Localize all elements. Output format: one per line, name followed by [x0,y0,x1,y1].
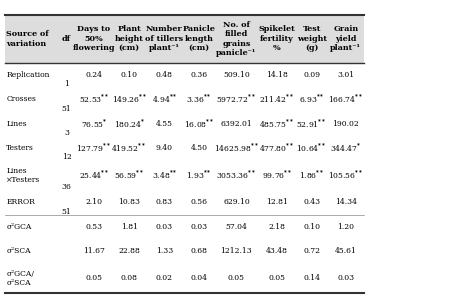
Text: 0.43: 0.43 [303,198,320,206]
Text: 509.10: 509.10 [223,71,250,79]
Text: 166.74$^{\mathbf{**}}$: 166.74$^{\mathbf{**}}$ [328,93,363,105]
Text: 52.53$^{\mathbf{**}}$: 52.53$^{\mathbf{**}}$ [79,93,109,105]
Text: 1.86$^{\mathbf{**}}$: 1.86$^{\mathbf{**}}$ [299,169,324,181]
Text: Lines
×Testers: Lines ×Testers [6,167,41,184]
Text: 43.48: 43.48 [266,247,288,255]
Text: 0.10: 0.10 [120,71,138,79]
Text: Lines: Lines [6,120,27,128]
Text: 12: 12 [62,153,71,161]
Text: 0.56: 0.56 [191,198,207,206]
Text: 4.94$^{\mathbf{**}}$: 4.94$^{\mathbf{**}}$ [152,93,177,105]
Text: 5972.72$^{\mathbf{**}}$: 5972.72$^{\mathbf{**}}$ [217,93,256,105]
Text: 2.18: 2.18 [268,223,285,231]
Text: Test
weight
(g): Test weight (g) [297,25,327,52]
Text: Replication: Replication [6,71,50,79]
Text: 4.55: 4.55 [156,120,173,128]
Text: Number
of tillers
plant⁻¹: Number of tillers plant⁻¹ [145,25,184,52]
Text: 36: 36 [61,183,71,191]
Text: σ²SCA: σ²SCA [6,247,31,255]
Text: 14.18: 14.18 [266,71,288,79]
Text: 16.08$^{\mathbf{**}}$: 16.08$^{\mathbf{**}}$ [184,118,214,130]
Text: 477.80$^{\mathbf{**}}$: 477.80$^{\mathbf{**}}$ [259,142,294,154]
Text: 1.93$^{\mathbf{**}}$: 1.93$^{\mathbf{**}}$ [186,169,212,181]
Text: σ²GCA/
σ²SCA: σ²GCA/ σ²SCA [6,270,34,287]
Text: 180.24$^{\mathbf{*}}$: 180.24$^{\mathbf{*}}$ [114,118,145,130]
Text: 3: 3 [64,129,69,137]
Text: 0.10: 0.10 [303,223,320,231]
Text: Testers: Testers [6,144,34,152]
Text: 45.61: 45.61 [335,247,357,255]
Text: 9.40: 9.40 [156,144,173,152]
Text: 3.01: 3.01 [337,71,354,79]
Text: 11.67: 11.67 [83,247,105,255]
Text: 1212.13: 1212.13 [221,247,252,255]
Text: Plant
height
(cm): Plant height (cm) [114,25,143,52]
Text: 76.55$^{\mathbf{*}}$: 76.55$^{\mathbf{*}}$ [81,118,107,130]
Text: 0.02: 0.02 [156,274,173,282]
Text: 344.47$^{\mathbf{*}}$: 344.47$^{\mathbf{*}}$ [330,142,361,154]
Text: Days to
50%
flowering: Days to 50% flowering [73,25,115,52]
Text: Grain
yield
plant⁻¹: Grain yield plant⁻¹ [330,25,361,52]
Text: 6.93$^{\mathbf{**}}$: 6.93$^{\mathbf{**}}$ [299,93,324,105]
Text: 1: 1 [64,80,69,88]
Text: 149.26$^{\mathbf{**}}$: 149.26$^{\mathbf{**}}$ [112,93,147,105]
Text: 4.50: 4.50 [191,144,207,152]
Text: 0.03: 0.03 [337,274,354,282]
Text: σ²GCA: σ²GCA [6,223,32,231]
Text: 25.44$^{\mathbf{**}}$: 25.44$^{\mathbf{**}}$ [79,169,109,181]
Text: 211.42$^{\mathbf{**}}$: 211.42$^{\mathbf{**}}$ [259,93,294,105]
Text: 0.48: 0.48 [156,71,173,79]
Text: 0.68: 0.68 [191,247,207,255]
Text: 0.05: 0.05 [228,274,245,282]
Text: df: df [62,35,71,43]
Text: 0.03: 0.03 [191,223,207,231]
Text: 105.56$^{\mathbf{**}}$: 105.56$^{\mathbf{**}}$ [328,169,363,181]
Text: 1.20: 1.20 [337,223,354,231]
Text: Spikelet
fertility
%: Spikelet fertility % [258,25,295,52]
Text: 57.04: 57.04 [225,223,247,231]
Text: 14625.98$^{\mathbf{**}}$: 14625.98$^{\mathbf{**}}$ [214,142,259,154]
Text: 14.34: 14.34 [335,198,357,206]
Text: 0.03: 0.03 [156,223,173,231]
Text: 0.14: 0.14 [303,274,320,282]
Text: 12.81: 12.81 [266,198,288,206]
Text: 0.53: 0.53 [85,223,103,231]
Text: 52.91$^{\mathbf{**}}$: 52.91$^{\mathbf{**}}$ [296,118,327,130]
Text: 56.59$^{\mathbf{**}}$: 56.59$^{\mathbf{**}}$ [114,169,144,181]
Text: 10.83: 10.83 [118,198,140,206]
Text: 0.04: 0.04 [191,274,207,282]
Text: 629.10: 629.10 [223,198,250,206]
Text: 127.79$^{\mathbf{**}}$: 127.79$^{\mathbf{**}}$ [76,142,112,154]
Text: 1.81: 1.81 [120,223,138,231]
Text: 0.83: 0.83 [156,198,173,206]
Text: 22.88: 22.88 [118,247,140,255]
Text: 3.48$^{\mathbf{**}}$: 3.48$^{\mathbf{**}}$ [152,169,177,181]
Text: 0.08: 0.08 [120,274,138,282]
Text: 0.05: 0.05 [268,274,285,282]
Text: 3.36$^{\mathbf{**}}$: 3.36$^{\mathbf{**}}$ [186,93,212,105]
Text: 6392.01: 6392.01 [221,120,252,128]
Text: 10.64$^{\mathbf{**}}$: 10.64$^{\mathbf{**}}$ [296,142,327,154]
Text: 0.05: 0.05 [85,274,103,282]
Text: Source of
variation: Source of variation [6,30,49,47]
Text: 190.02: 190.02 [333,120,359,128]
Text: 485.75$^{\mathbf{**}}$: 485.75$^{\mathbf{**}}$ [259,118,294,130]
Text: 99.76$^{\mathbf{**}}$: 99.76$^{\mathbf{**}}$ [262,169,292,181]
Text: Crosses: Crosses [6,95,36,103]
Text: No. of
filled
grains
panicle⁻¹: No. of filled grains panicle⁻¹ [216,21,256,57]
Text: 51: 51 [62,105,71,112]
Text: 0.36: 0.36 [191,71,207,79]
Text: 0.72: 0.72 [303,247,320,255]
Text: 51: 51 [62,208,71,216]
Bar [5,15,364,63]
Text: 1.33: 1.33 [156,247,173,255]
Text: Panicle
length
(cm): Panicle length (cm) [182,25,215,52]
Text: 3053.36$^{\mathbf{**}}$: 3053.36$^{\mathbf{**}}$ [216,169,256,181]
Text: 0.09: 0.09 [303,71,320,79]
Text: 0.24: 0.24 [85,71,103,79]
Text: 419.52$^{\mathbf{**}}$: 419.52$^{\mathbf{**}}$ [111,142,147,154]
Text: ERROR: ERROR [6,198,35,206]
Text: 2.10: 2.10 [85,198,103,206]
